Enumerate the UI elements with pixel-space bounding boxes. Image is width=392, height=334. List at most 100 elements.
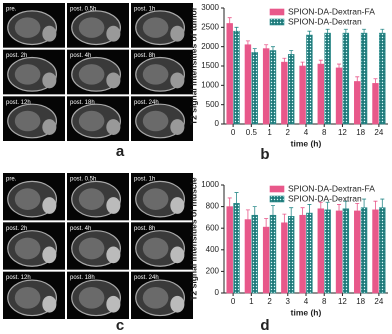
image-label: post. 8h xyxy=(134,226,155,232)
x-tick-label: 12 xyxy=(338,297,347,306)
mri-brain xyxy=(78,64,105,85)
y-tick-label: 0 xyxy=(215,119,220,128)
image-label: post. 0.5h xyxy=(70,177,96,183)
error-bar xyxy=(355,76,360,82)
error-bar xyxy=(318,201,323,209)
bar xyxy=(335,67,343,125)
bar xyxy=(269,214,277,294)
bar xyxy=(342,208,350,294)
bar xyxy=(299,65,306,125)
y-tick-label: 2500 xyxy=(201,22,219,31)
error-bar xyxy=(380,198,385,208)
error-bar xyxy=(373,200,378,210)
mri-tumor xyxy=(106,246,121,264)
y-tick-label: 1000 xyxy=(201,80,219,89)
bar xyxy=(360,32,368,125)
legend-label: SPION-DA-Dextran-FA xyxy=(288,6,375,16)
error-bar xyxy=(307,30,312,36)
legend-swatch xyxy=(269,8,285,16)
mri-brain xyxy=(14,17,41,38)
mri-tumor xyxy=(42,197,57,214)
bar xyxy=(379,32,386,125)
bar xyxy=(233,30,240,125)
error-bar xyxy=(343,200,348,209)
bar xyxy=(342,32,350,125)
mri-tumor xyxy=(170,197,185,214)
x-tick-label: 0.5 xyxy=(246,128,258,137)
y-axis-label: T2 signal intensities of tumor xyxy=(188,6,198,125)
error-bar xyxy=(343,28,348,34)
mri-brain xyxy=(142,237,169,260)
image-label: post. 8h xyxy=(134,53,155,59)
bar xyxy=(262,48,270,125)
mri-tumor xyxy=(106,25,121,42)
bar xyxy=(251,52,258,125)
bar xyxy=(244,219,252,294)
bar xyxy=(287,216,295,294)
image-label: post. 1h xyxy=(134,7,155,13)
bar xyxy=(226,23,233,125)
bar xyxy=(354,81,361,125)
error-bar xyxy=(300,61,305,66)
image-label: post. 24h xyxy=(134,100,159,106)
error-bar xyxy=(337,63,342,68)
mri-brain xyxy=(78,286,105,309)
mri-tumor xyxy=(42,295,57,313)
x-tick-label: 24 xyxy=(374,297,383,306)
y-tick-label: 400 xyxy=(206,245,220,254)
image-label: post. 4h xyxy=(70,53,91,59)
mri-brain xyxy=(78,17,105,38)
x-tick-label: 1 xyxy=(267,128,272,137)
bar xyxy=(281,222,288,294)
panel-letter: b xyxy=(260,146,269,163)
y-tick-label: 600 xyxy=(206,223,220,232)
error-bar xyxy=(380,28,385,34)
error-bar xyxy=(282,213,287,223)
error-bar xyxy=(252,206,257,216)
error-bar xyxy=(270,205,275,216)
bar xyxy=(324,32,331,125)
error-bar xyxy=(355,202,360,211)
bar xyxy=(244,44,252,125)
mri-tumor xyxy=(42,119,57,135)
mri-tumor xyxy=(170,246,185,264)
mri-brain xyxy=(142,188,169,210)
legend-swatch xyxy=(269,18,285,26)
mri-tumor xyxy=(106,72,121,89)
error-bar xyxy=(227,17,232,24)
x-tick-label: 0 xyxy=(231,297,236,306)
x-axis-label: time (h) xyxy=(291,307,322,317)
y-tick-label: 1000 xyxy=(201,180,219,189)
legend-label: SPION-DA-Dextran xyxy=(288,16,362,26)
mri-brain xyxy=(142,17,169,38)
image-label: post. 18h xyxy=(70,100,95,106)
mri-brain xyxy=(14,188,41,210)
mri-tumor xyxy=(42,246,57,264)
y-tick-label: 200 xyxy=(206,267,220,276)
bar xyxy=(306,212,313,294)
mri-brain xyxy=(142,64,169,85)
y-tick-label: 1500 xyxy=(201,61,219,70)
mri-brain xyxy=(14,110,41,132)
image-label: post. 18h xyxy=(70,275,95,281)
bar xyxy=(226,206,233,294)
bar xyxy=(306,34,313,125)
mri-tumor xyxy=(170,295,185,313)
bar xyxy=(281,61,288,125)
bar xyxy=(372,209,379,294)
bar xyxy=(251,214,258,294)
error-bar xyxy=(318,59,323,65)
bar xyxy=(317,63,325,125)
mri-tumor xyxy=(106,295,121,313)
error-bar xyxy=(300,207,305,216)
mri-tumor xyxy=(106,197,121,214)
error-bar xyxy=(325,28,330,34)
bar xyxy=(324,209,331,294)
image-label: post. 0.5h xyxy=(70,7,96,13)
image-label: post. 4h xyxy=(70,226,91,232)
y-tick-label: 2000 xyxy=(201,42,219,51)
image-label: post. 2h xyxy=(6,226,27,232)
mri-tumor xyxy=(170,25,185,42)
error-bar xyxy=(245,209,250,220)
x-tick-label: 2 xyxy=(286,128,291,137)
